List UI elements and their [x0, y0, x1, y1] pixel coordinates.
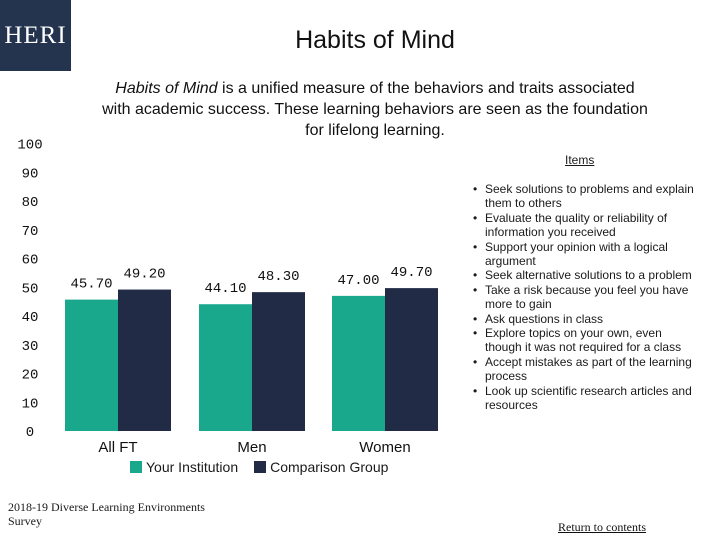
list-item: Take a risk because you feel you have mo…	[470, 283, 695, 312]
y-tick-label: 0	[26, 425, 34, 441]
heri-logo: HERI	[0, 0, 71, 71]
list-item: Seek solutions to problems and explain t…	[470, 182, 695, 211]
bar	[252, 292, 305, 431]
data-label: 49.70	[390, 265, 432, 281]
y-tick-label: 70	[22, 224, 39, 240]
logo-text: HERI	[4, 21, 67, 49]
legend-item-comparison-group: Comparison Group	[254, 459, 388, 475]
data-label: 44.10	[204, 281, 246, 297]
footer-line-1: 2018-19 Diverse Learning Environments	[8, 500, 205, 514]
description-italic: Habits of Mind	[115, 80, 218, 97]
bar-chart: 0 10 20 30 40 50 60 70 80 90 100 45.70 44.10 47.00 49.…	[17, 138, 438, 456]
legend-swatch-your-institution	[130, 461, 142, 473]
bar	[385, 288, 438, 431]
y-tick-label: 90	[22, 166, 39, 182]
y-tick-label: 50	[22, 281, 39, 297]
bar	[332, 295, 385, 431]
y-tick-label: 10	[22, 396, 39, 412]
list-item: Evaluate the quality or reliability of i…	[470, 211, 695, 240]
data-label: 49.20	[123, 267, 165, 283]
list-item: Accept mistakes as part of the learning …	[470, 355, 695, 384]
description-text: is a unified measure of the behaviors an…	[102, 80, 648, 139]
survey-footer: 2018-19 Diverse Learning Environments Su…	[8, 500, 205, 528]
data-label: 45.70	[70, 277, 112, 293]
list-item: Seek alternative solutions to a problem	[470, 268, 695, 283]
x-category-label: Women	[359, 439, 410, 456]
footer-line-2: Survey	[8, 514, 42, 528]
bar	[65, 299, 118, 431]
return-to-contents-link[interactable]: Return to contents	[558, 520, 646, 534]
list-item: Explore topics on your own, even though …	[470, 326, 695, 355]
x-category-label: All FT	[98, 439, 137, 456]
y-tick-label: 30	[22, 339, 39, 355]
y-tick-label: 20	[22, 368, 39, 384]
y-tick-label: 40	[22, 310, 39, 326]
items-heading: Items	[565, 153, 595, 167]
legend-item-your-institution: Your Institution	[130, 459, 238, 475]
x-category-label: Men	[237, 439, 266, 456]
items-list: Seek solutions to problems and explain t…	[470, 182, 695, 413]
data-label: 47.00	[337, 273, 379, 289]
legend-swatch-comparison-group	[254, 461, 267, 473]
legend-label-your-institution: Your Institution	[146, 459, 239, 475]
data-label: 48.30	[257, 269, 299, 285]
description: Habits of Mind is a unified measure of t…	[100, 78, 650, 141]
list-item: Support your opinion with a logical argu…	[470, 240, 695, 269]
chart-legend: Your Institution Comparison Group	[130, 459, 404, 475]
bar	[118, 289, 171, 431]
y-tick-label: 80	[22, 195, 39, 211]
list-item: Look up scientific research articles and…	[470, 384, 695, 413]
page-title: Habits of Mind	[295, 26, 455, 54]
legend-label-comparison-group: Comparison Group	[270, 459, 389, 475]
y-tick-label: 100	[17, 138, 42, 154]
bar	[199, 304, 252, 431]
list-item: Ask questions in class	[470, 312, 695, 327]
y-tick-label: 60	[22, 253, 39, 269]
